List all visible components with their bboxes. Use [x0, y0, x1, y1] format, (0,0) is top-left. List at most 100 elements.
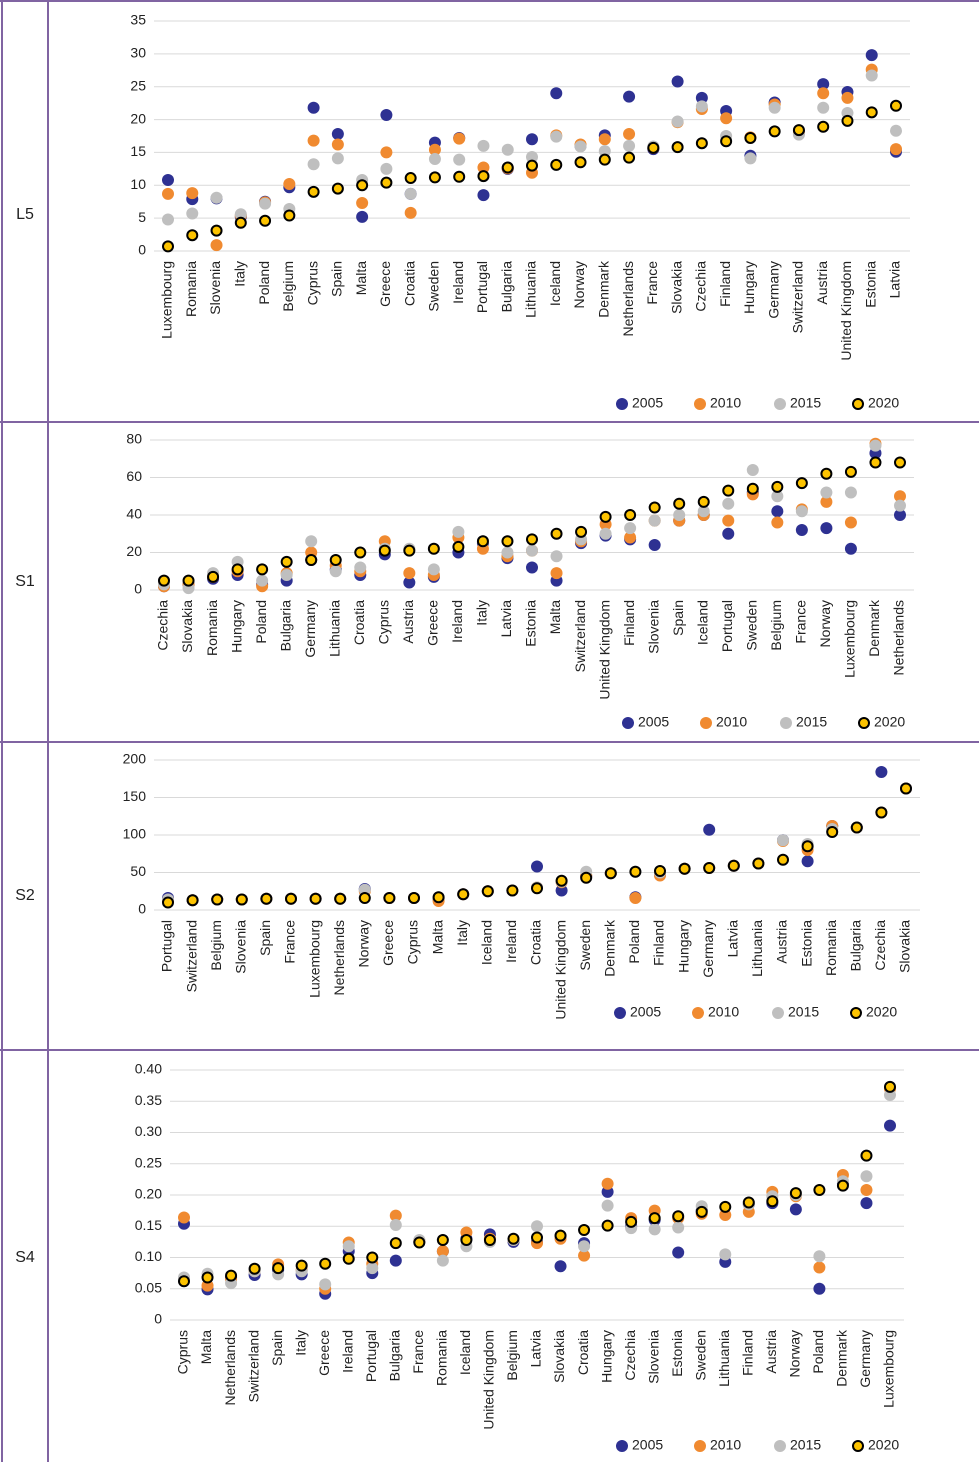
dot — [280, 569, 293, 581]
dot — [178, 1211, 190, 1224]
x-tick-label: Greece — [316, 1330, 332, 1376]
x-tick-label: Austria — [814, 261, 830, 305]
x-tick-label: Poland — [810, 1330, 826, 1374]
dot — [380, 108, 393, 121]
dot — [256, 563, 269, 576]
dot — [526, 159, 538, 172]
x-tick-label: Ireland — [503, 920, 519, 963]
dot — [722, 527, 735, 540]
dot — [648, 514, 661, 527]
dot — [623, 128, 636, 141]
x-tick-label: Portugal — [363, 1330, 379, 1382]
dot — [844, 465, 857, 478]
dot — [771, 516, 784, 529]
dot — [624, 531, 637, 544]
y-tick-label: 80 — [126, 431, 142, 447]
x-tick-label: Cyprus — [175, 1330, 191, 1374]
dot — [210, 239, 223, 252]
x-tick-label: Romania — [204, 600, 220, 656]
x-tick-label: Poland — [256, 261, 272, 305]
x-tick-label: Croatia — [575, 1330, 591, 1375]
dot — [531, 1231, 543, 1244]
dot — [629, 865, 642, 878]
dot — [580, 871, 593, 884]
legend-marker — [858, 717, 870, 729]
row-label: L5 — [16, 206, 34, 223]
dot — [319, 1257, 332, 1270]
x-tick-label: Germany — [857, 1330, 873, 1388]
dot — [477, 139, 490, 152]
dot — [817, 101, 830, 114]
legend-label: 2020 — [874, 714, 905, 730]
dot — [817, 120, 830, 133]
dot — [477, 189, 490, 202]
dot — [403, 567, 416, 580]
x-tick-label: Croatia — [401, 261, 417, 306]
x-tick-label: Croatia — [528, 920, 544, 965]
x-tick-label: Germany — [700, 920, 716, 978]
dot — [476, 535, 489, 548]
x-tick-label: Portugal — [159, 920, 175, 972]
dot — [366, 1251, 379, 1264]
dot — [672, 1221, 685, 1234]
x-tick-label: Latvia — [725, 920, 741, 958]
legend-marker — [780, 717, 792, 729]
x-tick-label: Latvia — [887, 261, 903, 299]
y-tick-label: 40 — [126, 506, 142, 522]
dot — [801, 855, 814, 868]
y-tick-label: 0.35 — [135, 1092, 162, 1108]
dot — [354, 546, 367, 559]
dot — [836, 1179, 849, 1192]
dot — [820, 486, 833, 499]
x-tick-label: Cyprus — [304, 261, 320, 305]
x-tick-label: Denmark — [602, 919, 618, 977]
x-tick-label: Slovenia — [645, 600, 661, 654]
x-tick-label: Netherlands — [222, 1330, 238, 1406]
x-tick-label: Spain — [269, 1330, 285, 1366]
dot — [211, 893, 224, 906]
x-tick-label: Bulgaria — [498, 261, 514, 313]
y-tick-label: 100 — [123, 826, 147, 842]
x-tick-label: Switzerland — [790, 261, 806, 333]
dot — [389, 1209, 402, 1222]
dot — [601, 1219, 614, 1232]
x-tick-label: Italy — [474, 600, 490, 626]
x-tick-label: Slovakia — [551, 1330, 567, 1383]
dot — [722, 514, 735, 527]
x-tick-label: Italy — [232, 261, 248, 287]
x-tick-label: Iceland — [479, 920, 495, 965]
x-tick-label: Slovenia — [207, 261, 223, 315]
dot — [801, 840, 814, 853]
dot — [768, 101, 781, 114]
legend-label: 2015 — [790, 395, 821, 411]
x-tick-label: United Kingdom — [552, 920, 568, 1020]
x-tick-label: Slovakia — [897, 920, 913, 973]
dot — [283, 177, 296, 190]
row-label: S4 — [15, 1249, 35, 1266]
dot — [813, 1261, 826, 1274]
dot — [358, 883, 371, 896]
dot — [841, 91, 854, 104]
y-tick-label: 50 — [130, 863, 146, 879]
dot — [648, 501, 661, 514]
x-tick-label: Italy — [454, 920, 470, 946]
legend-marker — [774, 1440, 786, 1452]
x-tick-label: Austria — [774, 920, 790, 964]
dot — [383, 892, 396, 904]
dot — [307, 134, 320, 147]
dot — [210, 191, 223, 204]
dot — [771, 490, 784, 503]
dot — [436, 1234, 449, 1246]
dot — [280, 555, 293, 568]
dot — [428, 153, 441, 165]
legend-marker — [850, 1007, 862, 1019]
x-tick-label: Portugal — [719, 600, 735, 652]
x-tick-label: Czechia — [693, 261, 709, 312]
dot — [408, 892, 420, 904]
legend-marker — [694, 1440, 706, 1452]
dot — [894, 490, 906, 503]
dot — [428, 171, 441, 184]
dot — [186, 207, 199, 220]
dot — [550, 527, 563, 540]
dot — [285, 892, 297, 905]
